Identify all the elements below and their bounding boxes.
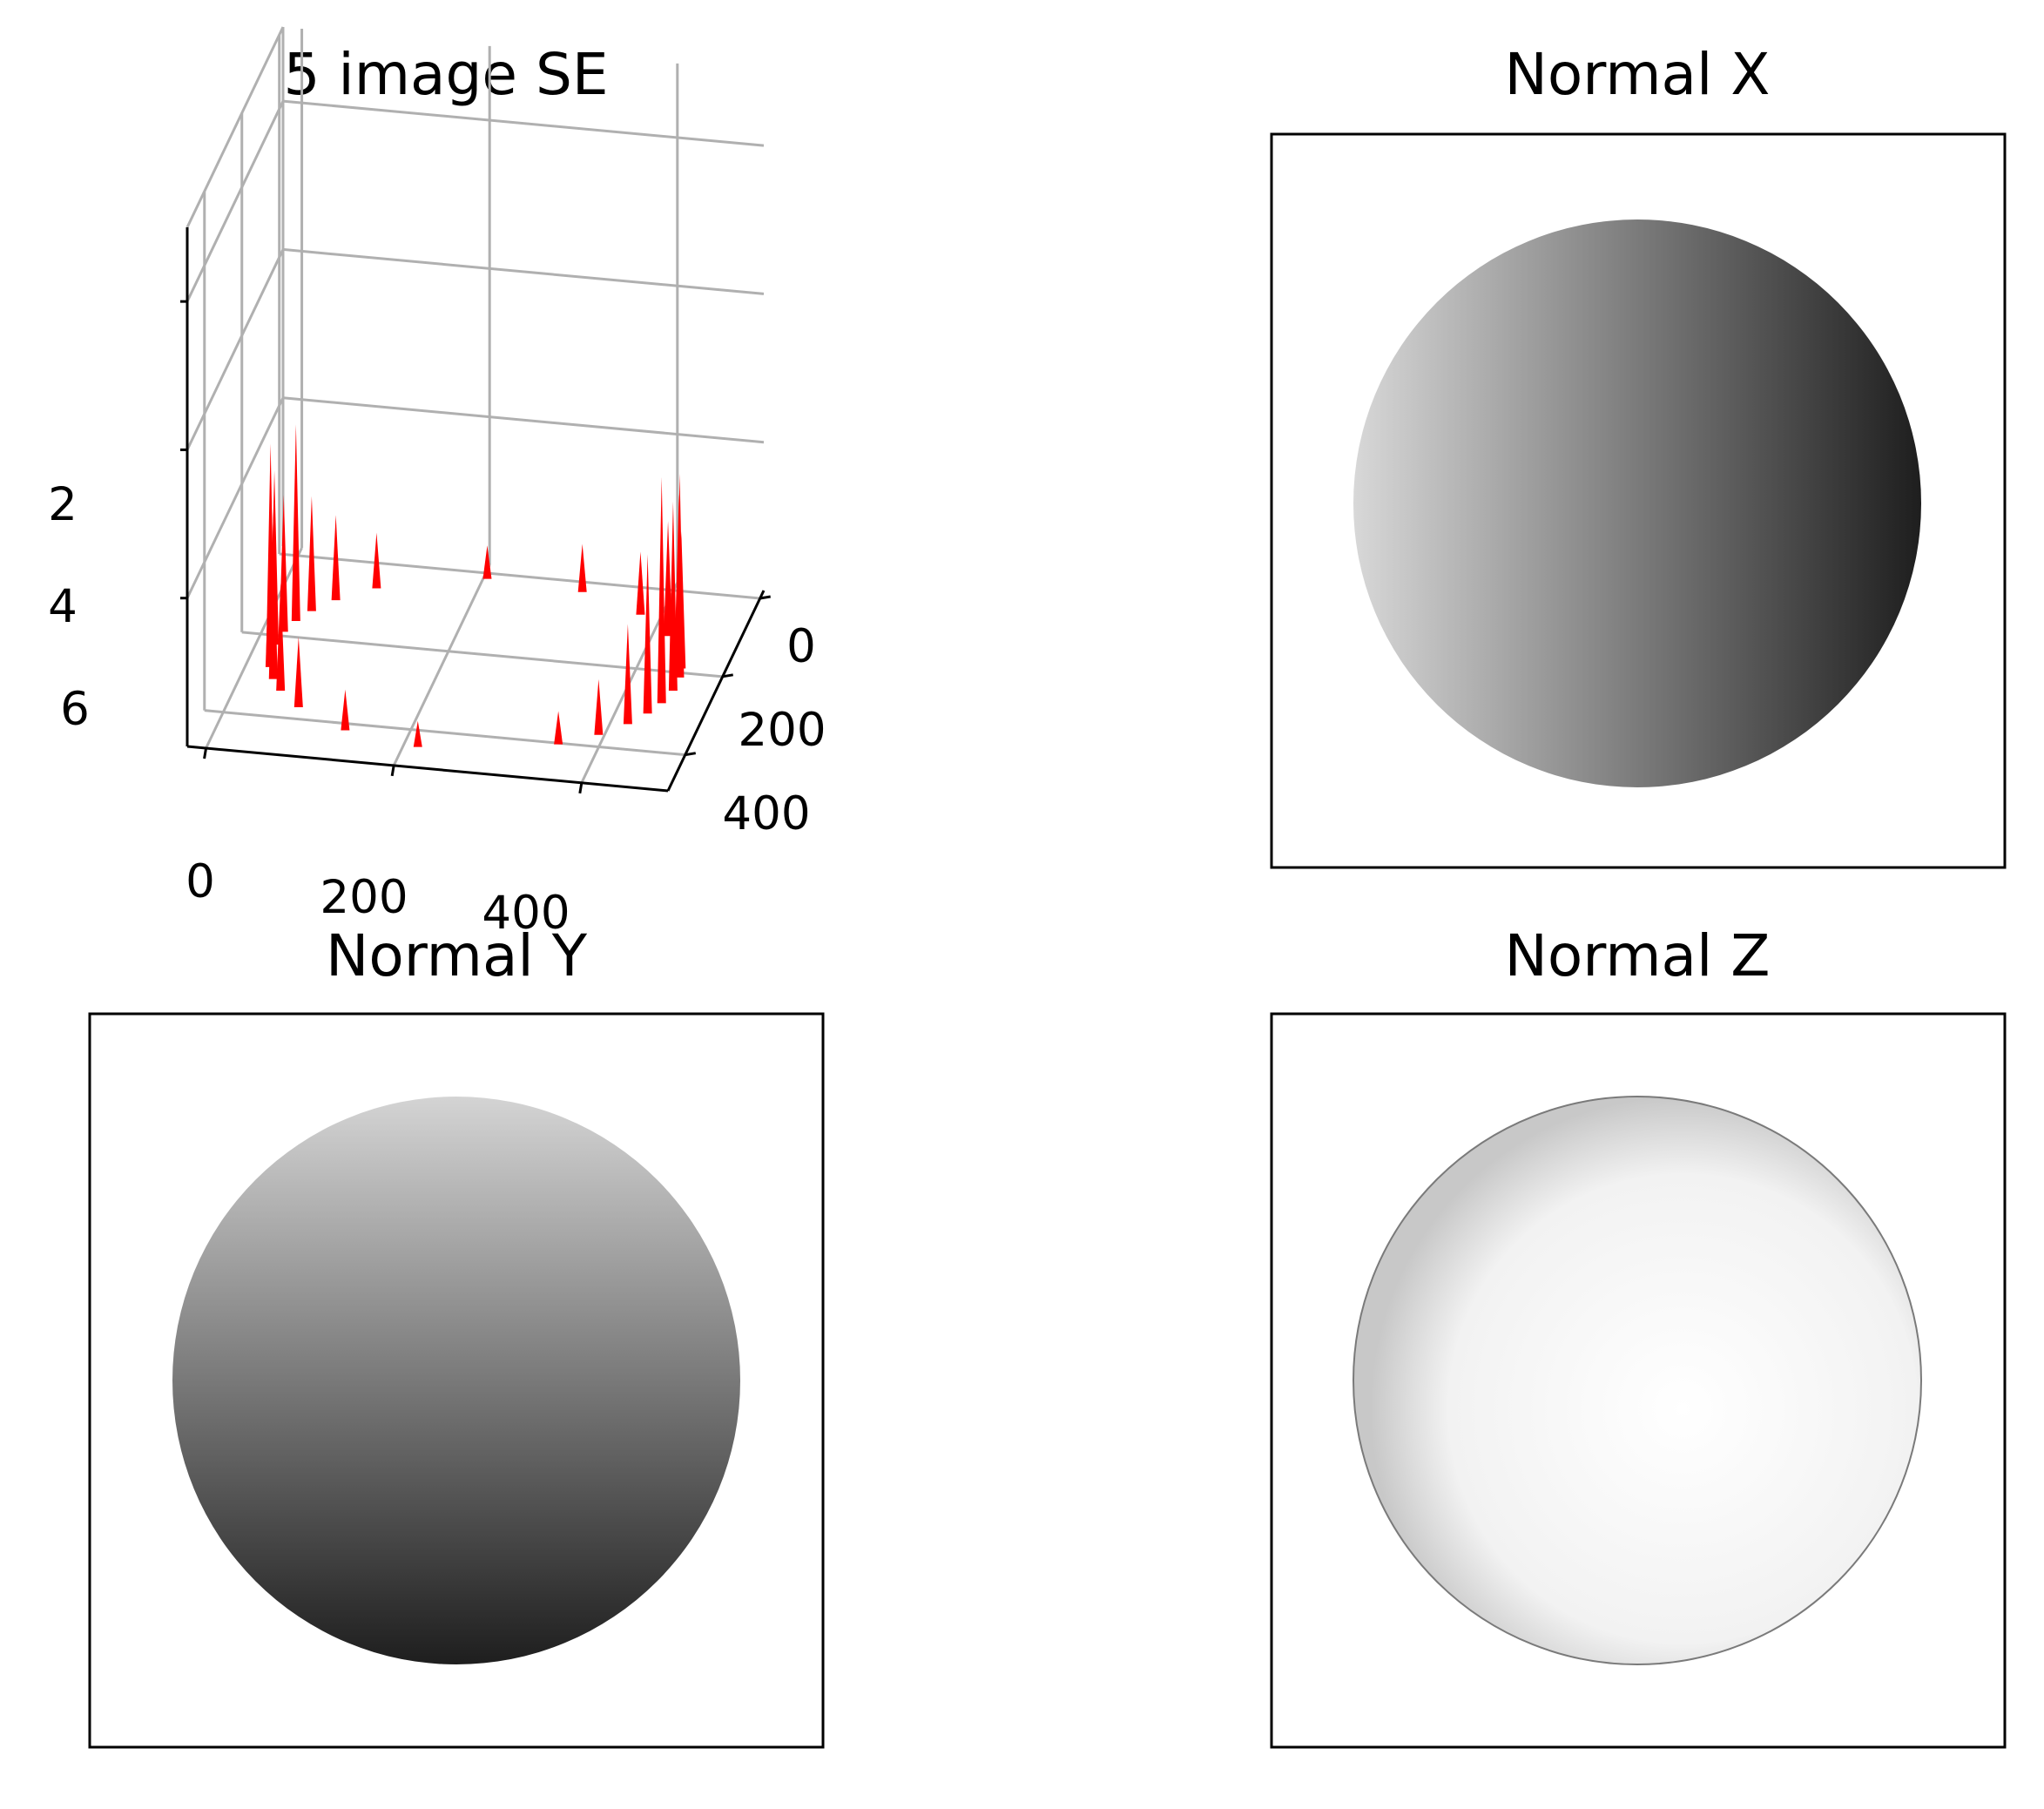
surface-spike	[482, 545, 492, 579]
normal-x-panel: Normal X	[1270, 41, 2007, 869]
surface-spike	[341, 689, 350, 731]
y-tick-label: 200	[738, 704, 826, 757]
surface3d-spikes	[265, 424, 686, 747]
surface-spike	[291, 424, 300, 622]
surface-spike	[664, 521, 673, 637]
floor-grid-line	[392, 564, 491, 766]
y-axis-line	[666, 590, 766, 792]
x-axis-tick	[203, 747, 208, 759]
z-tick-label: 4	[48, 580, 78, 633]
surface3d-panel: 5 image SE 2 4 6 0 200 400 0 200 400	[48, 26, 826, 940]
surface3d-grid	[186, 26, 765, 784]
x-axis-tick	[578, 782, 584, 794]
y-axis-tick	[759, 595, 771, 600]
surface-spike	[331, 515, 341, 601]
normal-x-image	[1353, 219, 1921, 787]
x-axis-tick	[390, 765, 395, 777]
y-axis-tick	[685, 752, 697, 757]
normal-y-panel: Normal Y	[88, 922, 825, 1749]
x-tick-label: 0	[186, 855, 215, 908]
surface-spike	[270, 470, 280, 645]
surface-spike	[657, 476, 666, 704]
normal-y-title: Normal Y	[326, 922, 588, 989]
normal-x-title: Normal X	[1505, 41, 1771, 108]
floor-grid-line	[241, 631, 723, 678]
surface-spike	[307, 496, 316, 611]
normal-z-image	[1353, 1096, 1922, 1665]
surface-spike	[554, 711, 563, 745]
surface-spike	[276, 583, 286, 691]
surface-spike	[675, 473, 685, 678]
z-tick-label: 6	[60, 683, 90, 736]
left-wall-edge	[186, 26, 285, 228]
normal-y-image	[172, 1097, 740, 1664]
back-wall-grid-line	[282, 396, 765, 444]
y-tick-label: 400	[722, 787, 810, 840]
left-wall-grid-line	[186, 248, 285, 451]
x-tick-label: 200	[320, 871, 408, 924]
surface-spike	[293, 637, 303, 707]
surface3d-title: 5 image SE	[283, 41, 608, 108]
surface-spike	[594, 678, 604, 735]
surface-spike	[636, 551, 645, 615]
surface-spike	[413, 720, 422, 747]
surface-spike	[643, 554, 652, 714]
x-axis-line	[186, 745, 669, 793]
y-axis-tick	[722, 673, 733, 678]
surface-spike	[372, 532, 381, 589]
surface-spike	[623, 624, 632, 725]
y-tick-label: 0	[786, 620, 816, 673]
left-wall-grid-line	[186, 100, 285, 302]
back-wall-grid-line	[282, 247, 765, 295]
surface3d-axes	[180, 227, 771, 794]
floor-grid-line	[204, 709, 685, 757]
z-tick-label: 2	[48, 478, 78, 531]
surface-spike	[577, 543, 587, 592]
normal-z-panel: Normal Z	[1270, 922, 2007, 1749]
x-tick-label: 400	[482, 887, 570, 940]
floor-grid-line	[279, 552, 760, 600]
normal-z-title: Normal Z	[1505, 922, 1771, 989]
back-wall-grid-line	[282, 99, 765, 147]
surface-spike	[279, 494, 288, 632]
